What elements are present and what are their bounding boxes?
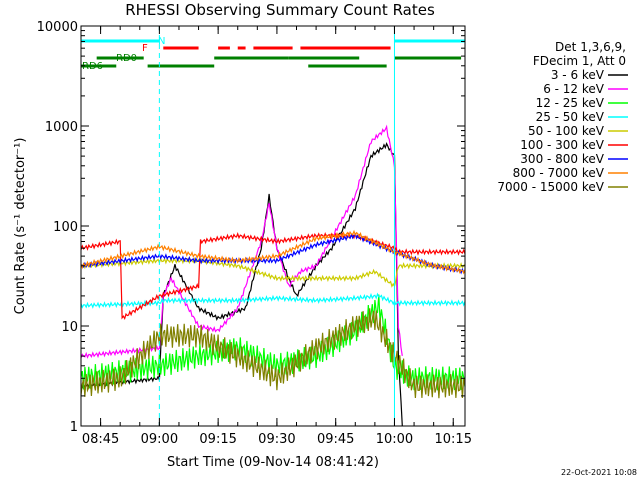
legend-label-100-300-kev: 100 - 300 keV xyxy=(520,138,604,152)
series-line-6-12-kev xyxy=(80,124,403,359)
legend-label-12-25-kev: 12 - 25 keV xyxy=(536,96,605,110)
flag-label-rd0: RD0 xyxy=(116,53,137,64)
y-tick-label-1: 1 xyxy=(70,420,78,435)
x-tick-label-08-45: 08:45 xyxy=(82,432,119,447)
x-axis-ticks: 08:45 09:00 09:15 09:30 09:45 10:00 10:15 xyxy=(80,26,472,447)
y-tick-label-10: 10 xyxy=(61,320,78,335)
legend-header-detectors: Det 1,3,6,9, xyxy=(555,40,626,54)
legend-header-decimation: FDecim 1, Att 0 xyxy=(533,54,626,68)
x-tick-label-09-15: 09:15 xyxy=(199,432,236,447)
x-tick-label-09-30: 09:30 xyxy=(258,432,295,447)
x-tick-label-10-15: 10:15 xyxy=(435,432,472,447)
legend-label-300-800-kev: 300 - 800 keV xyxy=(520,152,604,166)
y-axis-ticks: 1 10 100 1000 10000 xyxy=(37,20,465,435)
chart-title: RHESSI Observing Summary Count Rates xyxy=(125,1,435,19)
series-line-12-25-kev xyxy=(80,294,466,391)
legend-label-3-6-kev: 3 - 6 keV xyxy=(551,68,605,82)
series-line-7000-15000-kev xyxy=(80,308,466,399)
legend-label-50-100-kev: 50 - 100 keV xyxy=(528,124,605,138)
series-line-800-7000-kev xyxy=(80,229,466,275)
x-axis-label: Start Time (09-Nov-14 08:41:42) xyxy=(167,455,379,470)
x-tick-label-10-00: 10:00 xyxy=(376,432,413,447)
series-line-3-6-kev xyxy=(80,141,403,427)
series-line-300-800-kev xyxy=(80,232,466,275)
y-tick-label-1000: 1000 xyxy=(45,120,78,135)
flag-label-n: N xyxy=(158,36,165,47)
flag-label-rd6: RD6 xyxy=(82,61,103,72)
y-tick-label-100: 100 xyxy=(53,220,78,235)
series-line-25-50-kev xyxy=(80,292,466,309)
series-lines xyxy=(80,124,466,427)
series-line-50-100-kev xyxy=(80,256,466,288)
legend-label-7000-15000-kev: 7000 - 15000 keV xyxy=(497,180,604,194)
x-tick-label-09-00: 09:00 xyxy=(141,432,178,447)
flag-label-f: F xyxy=(142,43,148,54)
timestamp: 22-Oct-2021 10:08 xyxy=(561,468,637,477)
legend-label-800-7000-kev: 800 - 7000 keV xyxy=(513,166,605,180)
flag-bars: NF RD0 RD6 xyxy=(81,36,465,72)
legend-label-6-12-kev: 6 - 12 keV xyxy=(543,82,605,96)
y-tick-label-10000: 10000 xyxy=(37,20,78,35)
x-tick-label-09-45: 09:45 xyxy=(317,432,354,447)
legend-label-25-50-kev: 25 - 50 keV xyxy=(536,110,605,124)
y-axis-label: Count Rate (s⁻¹ detector⁻¹) xyxy=(13,138,28,315)
